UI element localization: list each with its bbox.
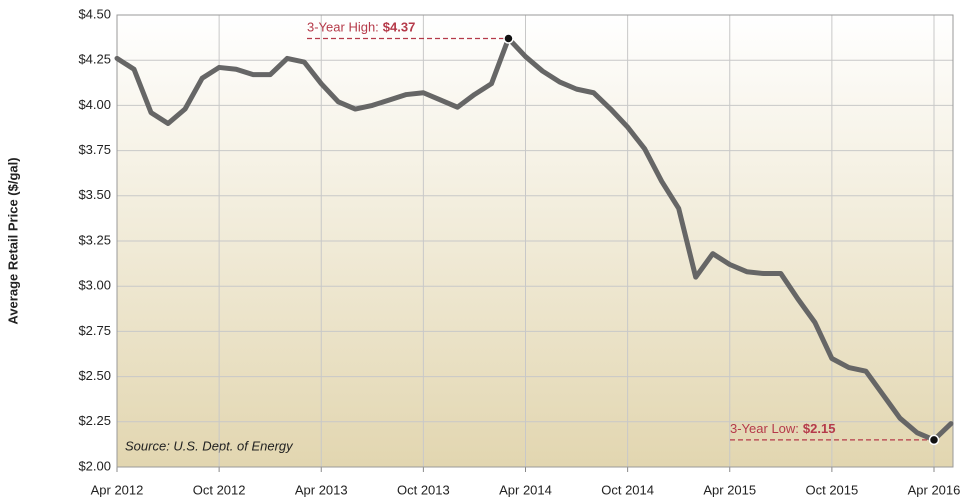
source-note: Source: U.S. Dept. of Energy <box>125 438 294 453</box>
annotation: 3-Year High: $4.37 <box>307 20 415 35</box>
x-tick-label: Apr 2016 <box>908 482 961 497</box>
y-axis-label: Average Retail Price ($/gal) <box>5 157 20 324</box>
y-tick-label: $3.50 <box>78 187 111 202</box>
y-tick-label: $3.25 <box>78 232 111 247</box>
x-tick-label: Oct 2013 <box>397 482 450 497</box>
annotation: 3-Year Low: $2.15 <box>730 421 835 436</box>
y-tick-label: $2.25 <box>78 413 111 428</box>
x-tick-label: Apr 2015 <box>703 482 756 497</box>
y-tick-label: $2.75 <box>78 323 111 338</box>
plot-border <box>116 14 954 468</box>
x-tick-label: Apr 2012 <box>91 482 144 497</box>
x-tick-label: Apr 2013 <box>295 482 348 497</box>
x-tick-label: Oct 2015 <box>805 482 858 497</box>
y-tick-label: $4.25 <box>78 52 111 67</box>
annotation-value: $4.37 <box>383 20 416 35</box>
x-tick-label: Oct 2012 <box>193 482 246 497</box>
annotation-text: 3-Year Low: <box>730 421 799 436</box>
extreme-point <box>928 434 940 446</box>
x-tick-label: Oct 2014 <box>601 482 654 497</box>
y-tick-label: $3.75 <box>78 142 111 157</box>
extreme-point <box>503 33 514 44</box>
annotation-value: $2.15 <box>803 421 836 436</box>
y-tick-label: $3.00 <box>78 278 111 293</box>
x-tick-label: Apr 2014 <box>499 482 552 497</box>
price-line <box>114 36 954 443</box>
annotation-text: 3-Year High: <box>307 20 379 35</box>
y-tick-label: $4.00 <box>78 97 111 112</box>
y-tick-label: $2.00 <box>78 458 111 473</box>
y-tick-label: $2.50 <box>78 368 111 383</box>
y-tick-label: $4.50 <box>78 6 111 21</box>
